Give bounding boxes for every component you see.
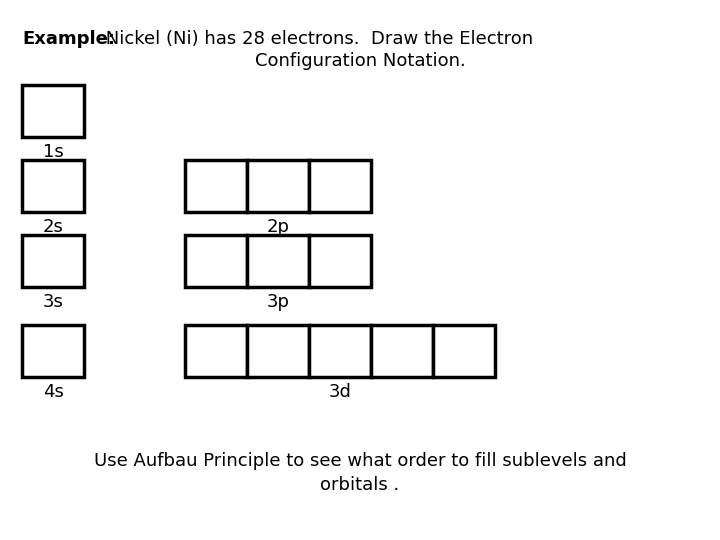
Bar xyxy=(185,235,247,287)
Text: 3p: 3p xyxy=(266,293,289,311)
Text: 1s: 1s xyxy=(42,143,63,161)
Bar xyxy=(309,325,371,377)
Text: Use Aufbau Principle to see what order to fill sublevels and: Use Aufbau Principle to see what order t… xyxy=(94,452,626,470)
Bar xyxy=(247,325,309,377)
Text: 2s: 2s xyxy=(42,218,63,236)
Text: 3s: 3s xyxy=(42,293,63,311)
Bar xyxy=(309,160,371,212)
Bar xyxy=(247,160,309,212)
Text: 2p: 2p xyxy=(266,218,289,236)
Bar xyxy=(309,235,371,287)
Bar xyxy=(22,85,84,137)
Bar xyxy=(22,235,84,287)
Text: orbitals .: orbitals . xyxy=(320,476,400,494)
Text: 4s: 4s xyxy=(42,383,63,401)
Text: Configuration Notation.: Configuration Notation. xyxy=(255,52,465,70)
Bar xyxy=(22,325,84,377)
Bar xyxy=(185,325,247,377)
Bar xyxy=(185,160,247,212)
Bar xyxy=(247,235,309,287)
Bar xyxy=(433,325,495,377)
Text: Example:: Example: xyxy=(22,30,115,48)
Text: Nickel (Ni) has 28 electrons.  Draw the Electron: Nickel (Ni) has 28 electrons. Draw the E… xyxy=(100,30,533,48)
Bar xyxy=(371,325,433,377)
Bar xyxy=(22,160,84,212)
Text: 3d: 3d xyxy=(328,383,351,401)
